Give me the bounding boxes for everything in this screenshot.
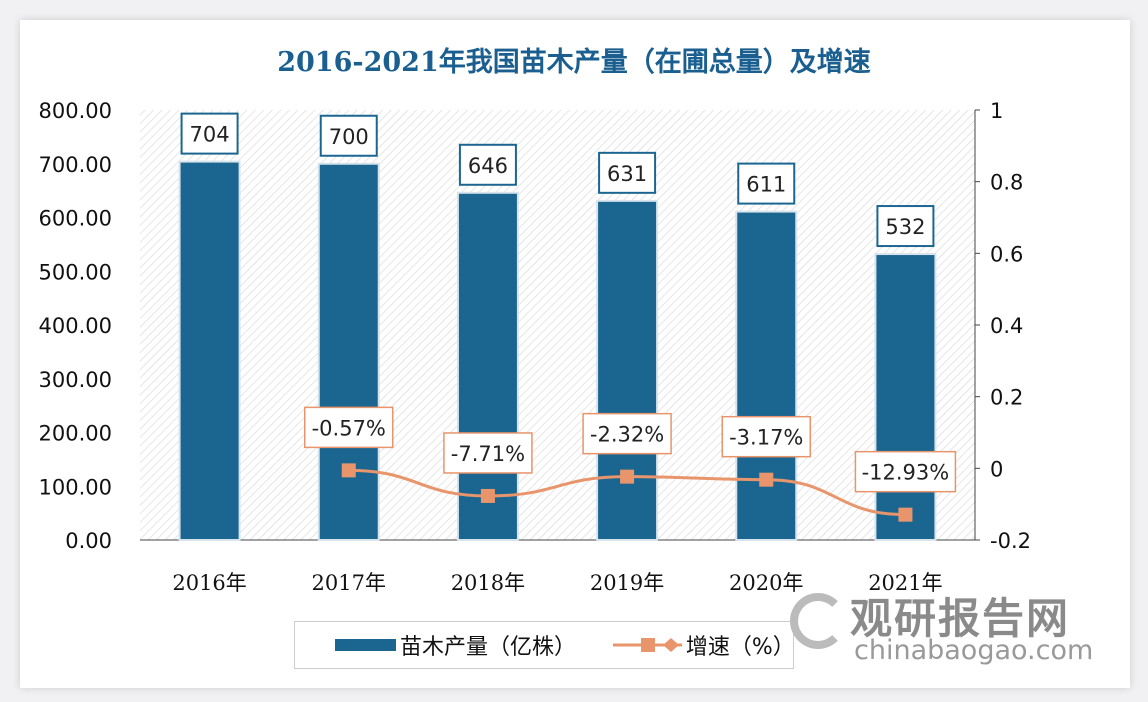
left-tick-label: 600.00 [39,207,112,231]
bar-label: 704 [190,123,230,147]
bar-label-box [319,114,378,157]
legend: 苗木产量（亿株） 增速（%） [294,621,795,669]
bar [178,160,241,541]
growth-label: -12.93% [862,461,950,485]
left-tick-label: 500.00 [39,260,112,284]
growth-label: -0.57% [312,416,386,440]
growth-label-box [582,412,672,455]
plot-area [140,110,975,540]
left-tick-label: 200.00 [39,422,112,446]
bar-swatch [335,639,396,651]
legend-item-bar: 苗木产量（亿株） [335,629,576,661]
right-tick-label: 0 [990,457,1003,481]
growth-label-box [443,432,533,474]
growth-label-box [304,406,394,449]
bar [874,253,937,542]
right-tick-label: 1 [990,99,1003,123]
growth-label-box [721,415,811,458]
left-tick-label: 0.00 [65,529,112,553]
bar [456,191,519,541]
left-tick-label: 100.00 [39,475,112,499]
growth-label: -2.32% [590,423,664,447]
bar-label: 700 [329,125,369,149]
growth-point [759,472,774,487]
watermark-cn: 观研报告网 [850,594,1071,643]
x-tick-label: 2018年 [451,571,525,595]
bar-label-box [737,162,796,205]
bar-label: 611 [746,173,786,197]
growth-label: -7.71% [451,442,525,466]
bar-label: 532 [885,215,925,239]
bar [735,210,798,541]
watermark-logo-icon [790,593,846,649]
bar-label: 646 [468,154,508,178]
x-tick-label: 2016年 [172,571,246,595]
right-tick-label: 0.4 [990,314,1023,338]
right-tick-label: -0.2 [990,529,1031,553]
legend-label: 增速（%） [685,635,795,660]
chart-title: 2016-2021年我国苗木产量（在圃总量）及增速 [277,47,871,78]
right-tick-label: 0.2 [990,386,1023,410]
growth-point [480,488,495,503]
bar [317,162,380,541]
bar-label-box [598,151,657,194]
x-tick-label: 2017年 [312,571,386,595]
bar-label-box [180,112,239,155]
growth-label-box [854,450,957,493]
growth-point [341,463,356,478]
legend-item-line: 增速（%） [613,629,795,661]
x-tick-label: 2020年 [729,571,803,595]
bar [596,199,659,541]
left-tick-label: 700.00 [39,153,112,177]
bar-label-box [458,143,517,186]
left-tick-label: 800.00 [39,99,112,123]
right-tick-label: 0.6 [990,242,1023,266]
left-tick-label: 300.00 [39,368,112,392]
line-swatch [613,638,682,652]
growth-point [620,469,635,484]
bar-label: 631 [607,162,647,186]
watermark-en: chinabaogao.com [854,635,1094,666]
legend-label: 苗木产量（亿株） [399,635,576,660]
growth-point [898,507,913,522]
right-tick-label: 0.8 [990,171,1023,195]
growth-label: -3.17% [729,426,803,450]
x-tick-label: 2021年 [868,571,942,595]
bar-label-box [876,205,935,248]
left-tick-label: 400.00 [39,314,112,338]
x-tick-label: 2019年 [590,571,664,595]
